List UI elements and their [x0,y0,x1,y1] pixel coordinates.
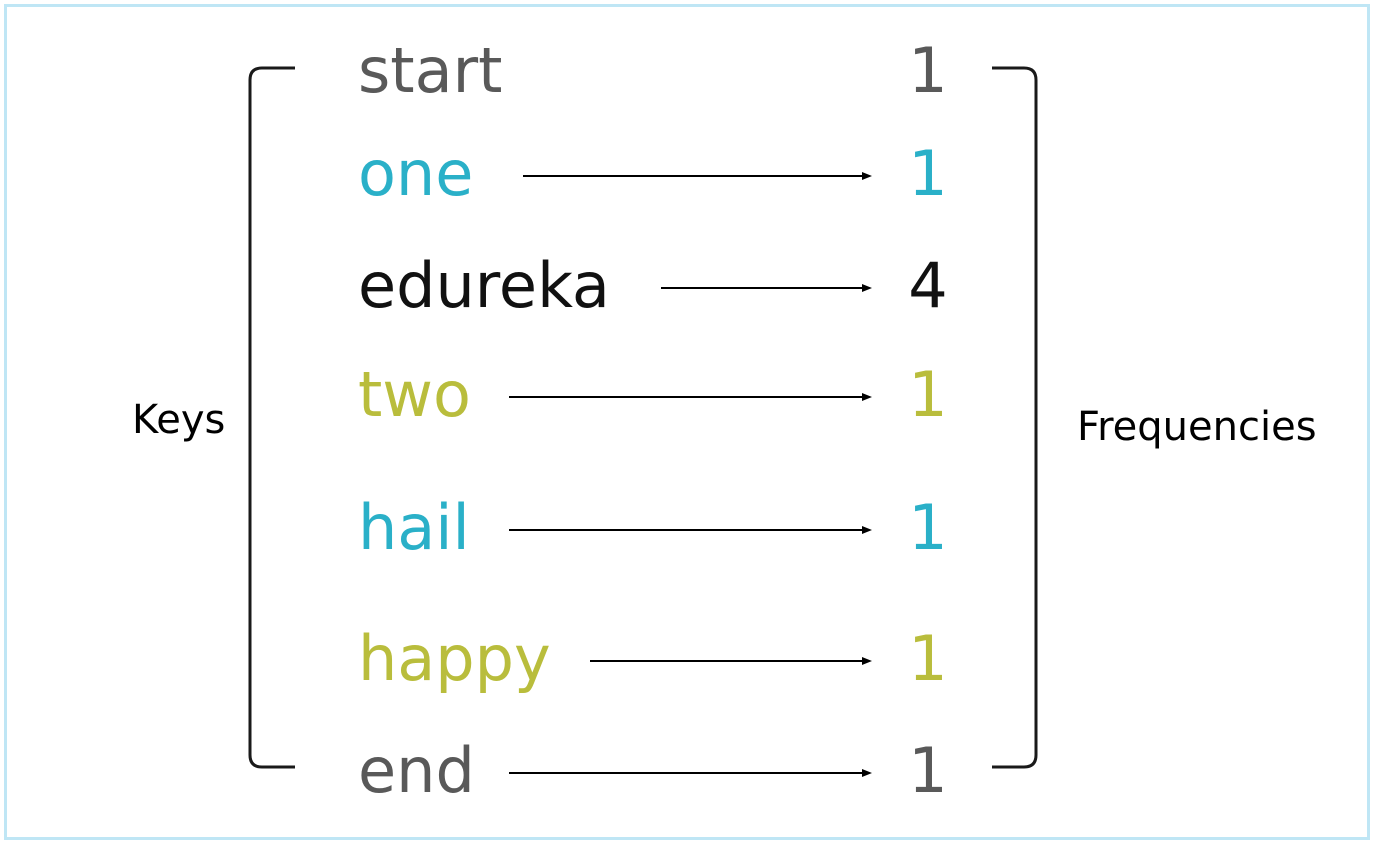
row-one: one 1 [358,137,948,210]
left-bracket [248,66,295,769]
key-label: two [358,358,471,431]
frequencies-label: Frequencies [1077,404,1317,450]
frequency-value: 1 [908,622,947,695]
key-label: end [358,734,475,807]
key-label: one [358,137,473,210]
arrow-head [862,657,872,665]
row-hail: hail 1 [358,491,948,564]
keys-label: Keys [132,397,226,443]
arrow-head [862,284,872,292]
row-end: end 1 [358,734,948,807]
arrow-head [862,172,872,180]
frequency-value: 1 [908,34,947,107]
frequency-value: 1 [908,137,947,210]
frequency-value: 4 [908,249,947,322]
diagram-frame [4,4,1370,840]
key-label: start [358,34,502,107]
arrow-head [862,393,872,401]
frequency-value: 1 [908,491,947,564]
row-happy: happy 1 [358,622,948,695]
frequency-value: 1 [908,358,947,431]
arrow-head [862,526,872,534]
row-edureka: edureka 4 [358,249,948,322]
frequency-value: 1 [908,734,947,807]
row-start: start 1 [358,34,948,107]
row-two: two 1 [358,358,948,431]
key-label: hail [358,491,470,564]
rows-layer: start 1 one 1 edureka 4 two 1 hail 1 happy 1 end 1 [358,34,948,807]
key-label: edureka [358,249,610,322]
arrow-head [862,769,872,777]
right-bracket [992,66,1038,769]
key-label: happy [358,622,551,695]
